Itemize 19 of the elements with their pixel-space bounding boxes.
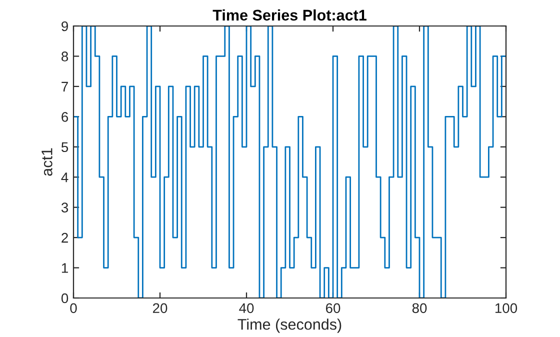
y-tick-label: 3 (61, 202, 68, 213)
y-tick-label: 5 (61, 142, 68, 152)
y-tick-label: 1 (62, 263, 68, 273)
x-tick-label: 60 (326, 303, 340, 314)
y-tick-label: 9 (62, 21, 68, 32)
x-tick-label: 20 (152, 303, 168, 314)
y-tick-label: 6 (62, 112, 68, 122)
y-axis-title: act1 (42, 148, 52, 176)
x-axis-title: Time (seconds) (238, 318, 342, 333)
y-tick-label: 8 (62, 52, 68, 62)
y-tick-label: 2 (62, 232, 68, 243)
y-tick-label: 7 (62, 82, 68, 92)
chart-title: Time Series Plot:act1 (212, 9, 366, 21)
x-tick-label: 0 (70, 303, 77, 314)
x-tick-label: 40 (239, 303, 254, 314)
x-tick-label: 100 (495, 303, 518, 314)
y-tick-label: 4 (61, 172, 68, 182)
x-tick-label: 80 (412, 303, 427, 314)
y-tick-label: 0 (61, 293, 68, 304)
